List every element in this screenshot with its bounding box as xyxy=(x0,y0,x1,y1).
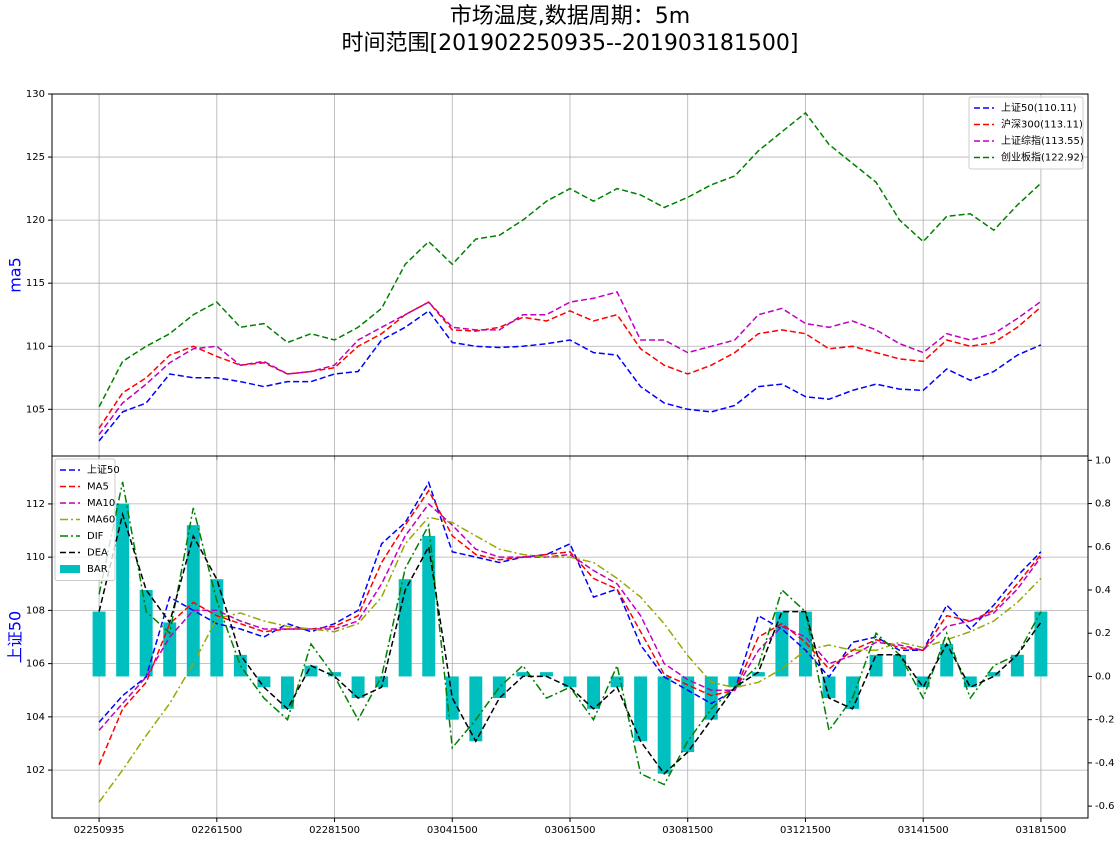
y2-tick-label: -0.6 xyxy=(1095,801,1115,812)
legend-label: 创业板指(122.92) xyxy=(1001,151,1084,164)
series-line xyxy=(98,301,1042,429)
bar xyxy=(257,676,271,688)
bar xyxy=(398,579,412,677)
bar xyxy=(987,672,1001,677)
y-tick-label: 110 xyxy=(26,552,45,563)
bar xyxy=(139,589,153,677)
bar xyxy=(940,644,954,677)
x-tick-label: 03141500 xyxy=(898,825,949,836)
bar xyxy=(963,676,977,688)
bar xyxy=(751,672,765,677)
bar xyxy=(516,672,530,677)
series-line xyxy=(98,489,1042,766)
y-tick-label: 110 xyxy=(26,341,45,352)
bar xyxy=(233,654,247,677)
bar xyxy=(445,676,459,720)
legend-label: DIF xyxy=(87,531,104,542)
bar xyxy=(328,672,342,677)
bar xyxy=(634,676,648,742)
y-tick-label: 102 xyxy=(26,765,45,776)
bar xyxy=(375,676,389,688)
y2-tick-label: 0.4 xyxy=(1095,585,1111,596)
y-tick-label: 106 xyxy=(26,659,45,670)
y-tick-label: 125 xyxy=(26,152,45,163)
bar xyxy=(798,611,812,677)
x-tick-label: 03061500 xyxy=(545,825,596,836)
chart-subtitle: 时间范围[201902250935--201903181500] xyxy=(342,31,799,56)
series-line xyxy=(98,309,1042,442)
y2-tick-label: 0.0 xyxy=(1095,671,1111,682)
y-axis-label: ma5 xyxy=(6,257,25,293)
legend-label: MA5 xyxy=(87,482,109,493)
series-line xyxy=(98,480,1042,723)
y-tick-label: 115 xyxy=(26,278,45,289)
legend-label: 上证综指(113.55) xyxy=(1001,134,1084,147)
y-axis-label: 上证50 xyxy=(6,611,25,663)
legend-label: 沪深300(113.11) xyxy=(1001,118,1083,131)
legend-label: MA10 xyxy=(87,498,115,509)
bar xyxy=(1034,611,1048,677)
bar xyxy=(681,676,695,753)
series-line xyxy=(98,481,1042,786)
axes-frame xyxy=(51,455,1089,819)
legend-box xyxy=(54,458,116,581)
bar xyxy=(1010,654,1024,677)
bar xyxy=(210,579,224,677)
bar xyxy=(422,535,436,677)
series-line xyxy=(98,111,1042,408)
bar xyxy=(539,672,553,677)
x-tick-label: 03181500 xyxy=(1015,825,1066,836)
x-tick-label: 03041500 xyxy=(427,825,478,836)
y-tick-label: 112 xyxy=(26,499,45,510)
bar xyxy=(893,654,907,677)
series-line xyxy=(98,516,1042,803)
y2-tick-label: 0.8 xyxy=(1095,499,1111,510)
x-tick-label: 02261500 xyxy=(191,825,242,836)
y2-tick-label: 0.6 xyxy=(1095,542,1111,553)
x-tick-label: 03121500 xyxy=(780,825,831,836)
bar xyxy=(469,676,483,742)
bar xyxy=(587,676,601,709)
bar xyxy=(657,676,671,774)
legend-label: MA60 xyxy=(87,515,115,526)
legend-label: DEA xyxy=(87,548,108,559)
bar xyxy=(563,676,577,688)
bar xyxy=(116,503,130,677)
bar xyxy=(186,525,200,677)
bar xyxy=(869,654,883,677)
legend-box xyxy=(968,96,1084,170)
bar xyxy=(280,676,294,709)
bar xyxy=(163,622,177,677)
legend-label: 上证50 xyxy=(87,464,120,476)
legend-swatch xyxy=(60,565,80,573)
chart-title: 市场温度,数据周期：5m xyxy=(450,4,690,29)
series-line xyxy=(98,511,1042,775)
y2-tick-label: -0.2 xyxy=(1095,715,1115,726)
bar xyxy=(916,676,930,688)
bar xyxy=(610,676,624,688)
bar xyxy=(846,676,860,709)
x-tick-label: 02281500 xyxy=(309,825,360,836)
x-tick-label: 03081500 xyxy=(662,825,713,836)
bar xyxy=(822,676,836,699)
y2-tick-label: 0.2 xyxy=(1095,628,1111,639)
bar xyxy=(92,611,106,677)
bar xyxy=(304,665,318,677)
y2-tick-label: 1.0 xyxy=(1095,455,1111,466)
y2-tick-label: -0.4 xyxy=(1095,758,1115,769)
bar xyxy=(351,676,365,699)
y-tick-label: 130 xyxy=(26,89,45,100)
bar xyxy=(704,676,718,720)
series-line xyxy=(98,291,1042,436)
y-tick-label: 105 xyxy=(26,404,45,415)
legend-label: 上证50(110.11) xyxy=(1001,102,1077,114)
legend-label: BAR xyxy=(87,564,108,575)
series-line xyxy=(98,502,1042,731)
bar xyxy=(728,676,742,688)
y-tick-label: 120 xyxy=(26,215,45,226)
x-tick-label: 02250935 xyxy=(74,825,125,836)
y-tick-label: 108 xyxy=(26,605,45,616)
y-tick-label: 104 xyxy=(26,712,45,723)
